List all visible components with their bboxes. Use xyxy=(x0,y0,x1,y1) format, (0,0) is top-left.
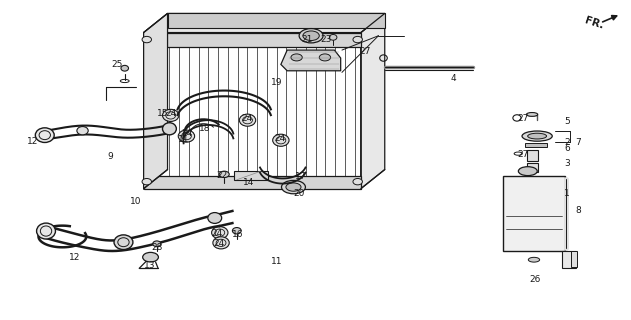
Bar xyxy=(571,251,577,267)
Ellipse shape xyxy=(208,212,221,223)
Polygon shape xyxy=(144,13,168,189)
Text: 12: 12 xyxy=(69,253,80,262)
Ellipse shape xyxy=(239,114,256,126)
Bar xyxy=(144,176,361,189)
Text: 10: 10 xyxy=(130,197,141,206)
Ellipse shape xyxy=(353,179,362,185)
Text: 12: 12 xyxy=(27,137,38,146)
Text: 11: 11 xyxy=(178,135,190,144)
Ellipse shape xyxy=(518,167,537,176)
Ellipse shape xyxy=(353,36,362,43)
Text: 16: 16 xyxy=(232,230,244,239)
Ellipse shape xyxy=(528,257,540,262)
Ellipse shape xyxy=(232,228,241,234)
Text: 11: 11 xyxy=(271,257,283,266)
Bar xyxy=(233,171,268,180)
Ellipse shape xyxy=(291,54,302,61)
Bar xyxy=(144,33,361,47)
Ellipse shape xyxy=(329,35,337,40)
Text: 26: 26 xyxy=(529,275,541,284)
Text: 5: 5 xyxy=(564,117,570,126)
Ellipse shape xyxy=(35,128,54,142)
Text: 25: 25 xyxy=(111,60,122,69)
Text: 24: 24 xyxy=(274,134,286,143)
Ellipse shape xyxy=(281,180,305,194)
Text: 24: 24 xyxy=(241,114,252,123)
Ellipse shape xyxy=(522,131,552,141)
Text: 24: 24 xyxy=(165,109,176,118)
Text: 7: 7 xyxy=(575,138,581,147)
Text: 27: 27 xyxy=(517,114,528,123)
Ellipse shape xyxy=(143,252,158,262)
Bar xyxy=(562,251,575,268)
Ellipse shape xyxy=(163,109,179,122)
Text: 24: 24 xyxy=(181,129,192,138)
Ellipse shape xyxy=(77,126,88,135)
Ellipse shape xyxy=(178,130,194,142)
Text: 15: 15 xyxy=(157,109,168,118)
Ellipse shape xyxy=(163,123,176,135)
Text: 27: 27 xyxy=(517,150,528,159)
Ellipse shape xyxy=(299,28,323,43)
Text: 20: 20 xyxy=(293,189,305,198)
Text: 3: 3 xyxy=(564,159,570,168)
Ellipse shape xyxy=(142,36,151,43)
Text: 8: 8 xyxy=(575,206,581,215)
Bar xyxy=(503,176,565,251)
Text: 4: 4 xyxy=(451,74,456,83)
Text: 22: 22 xyxy=(216,172,227,180)
Text: 24: 24 xyxy=(211,229,223,238)
Ellipse shape xyxy=(211,227,228,239)
Ellipse shape xyxy=(142,179,151,185)
Ellipse shape xyxy=(273,134,289,146)
Ellipse shape xyxy=(153,241,161,247)
Polygon shape xyxy=(361,13,385,189)
Ellipse shape xyxy=(319,54,331,61)
Bar xyxy=(524,143,546,147)
Text: 23: 23 xyxy=(321,35,332,44)
Ellipse shape xyxy=(114,235,133,250)
Text: 17: 17 xyxy=(295,172,307,181)
Text: 18: 18 xyxy=(199,124,211,132)
Text: 14: 14 xyxy=(243,178,254,187)
Text: FR.: FR. xyxy=(583,15,604,31)
Ellipse shape xyxy=(286,183,301,191)
Ellipse shape xyxy=(37,223,56,239)
Ellipse shape xyxy=(526,113,538,116)
Polygon shape xyxy=(144,13,385,33)
Polygon shape xyxy=(281,50,341,71)
Text: 6: 6 xyxy=(564,144,570,153)
Ellipse shape xyxy=(213,237,229,249)
Text: 27: 27 xyxy=(360,47,371,56)
Text: 9: 9 xyxy=(108,152,114,161)
Ellipse shape xyxy=(303,31,319,41)
Text: 13: 13 xyxy=(144,261,156,270)
Bar xyxy=(527,163,538,172)
Text: 28: 28 xyxy=(152,243,163,252)
Text: 21: 21 xyxy=(302,35,313,44)
Text: 2: 2 xyxy=(564,138,570,147)
Ellipse shape xyxy=(219,171,229,178)
Text: 19: 19 xyxy=(271,78,283,87)
Bar xyxy=(527,150,538,161)
Text: 1: 1 xyxy=(564,189,570,198)
Ellipse shape xyxy=(528,133,546,139)
Ellipse shape xyxy=(121,65,129,71)
Polygon shape xyxy=(168,13,385,28)
Text: 24: 24 xyxy=(213,239,225,248)
